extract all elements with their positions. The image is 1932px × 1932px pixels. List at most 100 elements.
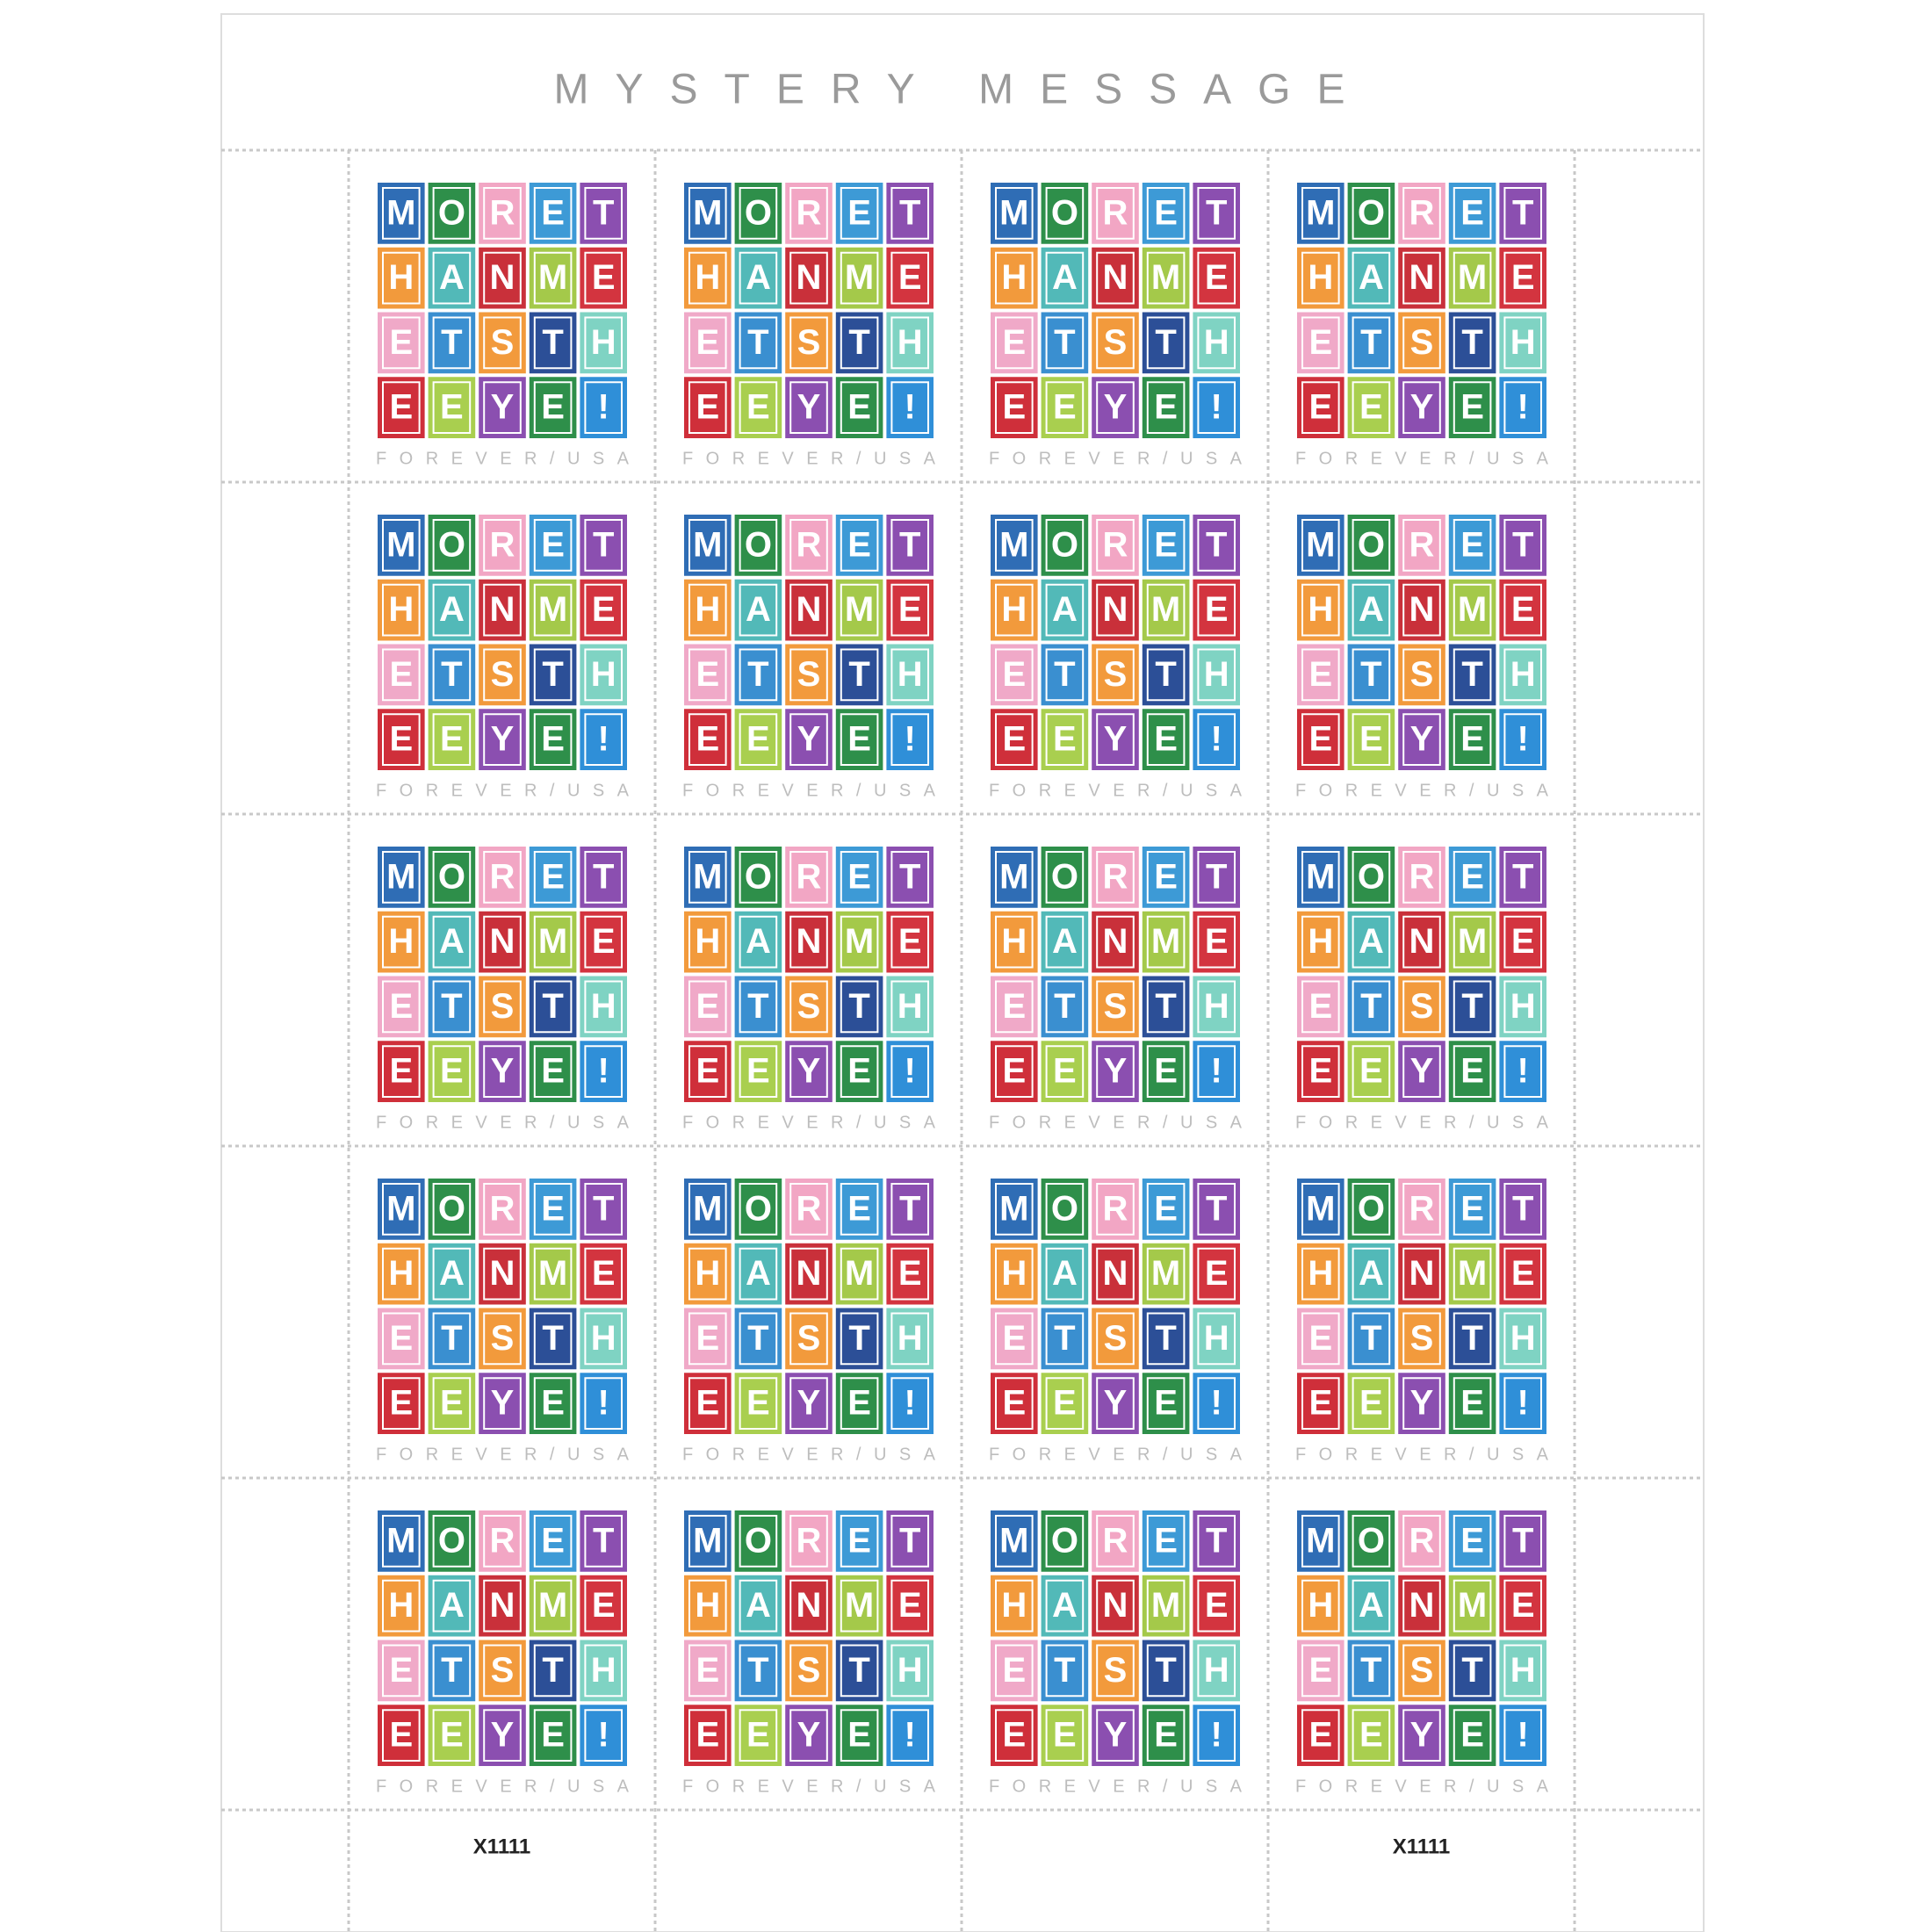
tile-letter: M	[1151, 922, 1180, 961]
tile-letter: N	[490, 258, 515, 297]
tile-letter: E	[696, 1319, 719, 1358]
letter-tile	[991, 1575, 1038, 1637]
tile-letter: T	[441, 1319, 462, 1358]
tile-inner	[1402, 519, 1441, 572]
letter-tile	[886, 1243, 934, 1305]
letter-tile	[378, 644, 425, 706]
tile-letter: M	[845, 1254, 874, 1293]
letter-tile	[479, 709, 526, 770]
tile-letter: E	[1002, 1716, 1026, 1755]
letter-tile	[1499, 911, 1546, 973]
tile-letter: !	[1517, 1384, 1529, 1423]
tile-inner	[1402, 851, 1441, 904]
tile-letter: E	[1308, 388, 1332, 427]
tile-letter: R	[797, 857, 822, 896]
tile-letter: O	[1051, 193, 1078, 232]
tile-letter: M	[386, 1521, 415, 1560]
letter-tile	[1347, 247, 1395, 309]
tile-inner	[1453, 251, 1492, 305]
letter-tile	[734, 183, 782, 244]
tile-inner	[1503, 851, 1543, 904]
tile-letter: N	[797, 922, 822, 961]
tile-letter: R	[797, 1189, 822, 1228]
tile-inner	[890, 1183, 930, 1236]
letter-tile	[1448, 976, 1496, 1038]
letter-tile	[886, 515, 934, 576]
tile-inner	[1146, 583, 1186, 637]
tile-inner	[1402, 381, 1441, 434]
tile-letter: R	[490, 525, 515, 564]
tile-letter: T	[1461, 1651, 1482, 1690]
tile-letter: T	[1360, 1319, 1381, 1358]
tile-letter: T	[1054, 323, 1075, 362]
letter-tile	[378, 1575, 425, 1637]
tile-letter: E	[592, 922, 616, 961]
letter-tile	[1092, 911, 1139, 973]
plate-number: X1111	[1393, 1835, 1450, 1858]
tile-letter: E	[1460, 1052, 1484, 1091]
letter-tile	[1092, 579, 1139, 641]
letter-tile	[1347, 1575, 1395, 1637]
tile-inner	[688, 381, 727, 434]
letter-tile	[1092, 1243, 1139, 1305]
letter-tile	[479, 1510, 526, 1572]
tile-inner	[688, 1183, 727, 1236]
letter-tile	[886, 644, 934, 706]
tile-letter: !	[1517, 1716, 1529, 1755]
letter-tile	[1448, 1705, 1496, 1766]
tile-inner	[1096, 187, 1135, 240]
letter-tile	[886, 1041, 934, 1102]
letter-tile	[1041, 247, 1089, 309]
tile-letter: H	[1510, 1651, 1536, 1690]
plate-number: X1111	[473, 1835, 530, 1858]
tile-inner	[739, 851, 778, 904]
tile-inner	[789, 1709, 828, 1762]
tile-letter: S	[1410, 1651, 1434, 1690]
letter-tile	[580, 847, 627, 908]
letter-tile	[1142, 183, 1190, 244]
letter-tile	[835, 1705, 883, 1766]
tile-inner	[382, 1644, 421, 1698]
tile-inner	[584, 915, 624, 969]
tile-inner	[432, 648, 472, 702]
tile-letter: M	[845, 922, 874, 961]
tile-inner	[995, 1579, 1034, 1633]
tile-letter: H	[388, 590, 414, 629]
tile-inner	[1453, 1579, 1492, 1633]
tile-letter: M	[1458, 1254, 1487, 1293]
letter-tile	[1041, 515, 1089, 576]
tile-letter: M	[1306, 525, 1335, 564]
tile-inner	[1197, 381, 1236, 434]
tile-letter: T	[899, 857, 920, 896]
letter-tile	[1398, 247, 1445, 309]
tile-inner	[789, 519, 828, 572]
letter-tile	[1448, 847, 1496, 908]
letter-tile	[378, 1243, 425, 1305]
letter-tile	[1092, 1041, 1139, 1102]
letter-tile	[1092, 976, 1139, 1038]
letter-tile	[785, 1373, 833, 1434]
tile-letter: !	[598, 1052, 609, 1091]
tile-inner	[688, 915, 727, 969]
letter-tile	[529, 976, 577, 1038]
tile-inner	[432, 1045, 472, 1098]
tile-inner	[1045, 915, 1085, 969]
tile-letter: A	[439, 1254, 465, 1293]
tile-letter: M	[1458, 258, 1487, 297]
tile-letter: E	[847, 857, 871, 896]
tile-letter: E	[1511, 1586, 1535, 1625]
tile-letter: Y	[1410, 388, 1434, 427]
tile-inner	[432, 583, 472, 637]
tile-inner	[739, 251, 778, 305]
letter-tile	[991, 183, 1038, 244]
tile-inner	[995, 1515, 1034, 1568]
tile-inner	[1096, 1312, 1135, 1366]
letter-tile	[1142, 312, 1190, 374]
tile-letter: S	[1410, 323, 1434, 362]
letter-tile	[580, 976, 627, 1038]
letter-tile	[428, 847, 476, 908]
tile-inner	[890, 187, 930, 240]
letter-tile	[734, 709, 782, 770]
tile-inner	[1197, 1045, 1236, 1098]
tile-inner	[1197, 915, 1236, 969]
